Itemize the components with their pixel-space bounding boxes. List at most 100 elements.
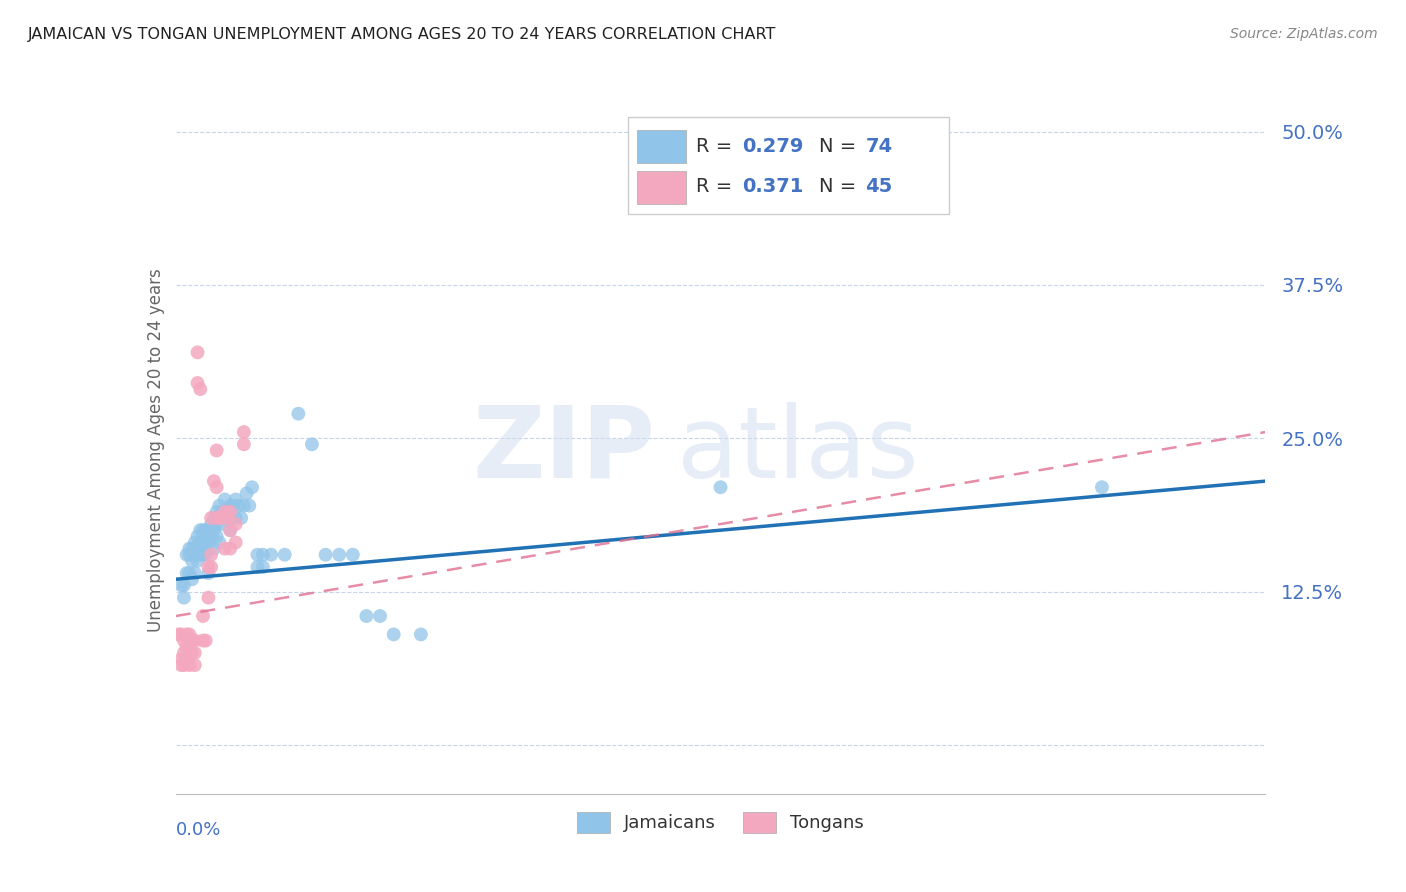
Point — [219, 541, 242, 556]
Point — [200, 511, 222, 525]
Point — [232, 425, 254, 439]
Point — [176, 627, 198, 641]
Point — [181, 554, 204, 568]
Text: N =: N = — [818, 178, 862, 196]
Point — [219, 523, 242, 537]
Point — [252, 548, 274, 562]
Point — [184, 646, 207, 660]
Point — [184, 535, 207, 549]
Point — [235, 486, 257, 500]
Point — [202, 511, 225, 525]
Point — [219, 511, 242, 525]
Point — [179, 548, 201, 562]
Point — [208, 535, 231, 549]
Point — [173, 578, 195, 592]
Point — [186, 376, 209, 390]
Point — [191, 535, 214, 549]
Point — [246, 560, 269, 574]
Point — [205, 443, 228, 458]
Point — [217, 511, 239, 525]
Point — [382, 627, 405, 641]
Point — [219, 505, 242, 519]
Point — [184, 658, 207, 673]
Point — [170, 627, 193, 641]
Point — [409, 627, 432, 641]
Point — [238, 499, 260, 513]
Point — [211, 511, 233, 525]
Point — [194, 523, 217, 537]
Point — [176, 548, 198, 562]
Point — [173, 591, 195, 605]
Point — [225, 517, 247, 532]
Point — [356, 609, 378, 624]
Point — [173, 646, 195, 660]
Point — [214, 505, 236, 519]
Point — [176, 566, 198, 581]
Point — [179, 566, 201, 581]
Point — [181, 541, 204, 556]
Text: 0.371: 0.371 — [742, 178, 804, 196]
Point — [181, 646, 204, 660]
Point — [184, 633, 207, 648]
Point — [205, 529, 228, 543]
Point — [188, 548, 211, 562]
Point — [179, 541, 201, 556]
Point — [228, 499, 250, 513]
Point — [217, 505, 239, 519]
Point — [197, 591, 219, 605]
Point — [274, 548, 297, 562]
Point — [197, 566, 219, 581]
Point — [225, 535, 247, 549]
Point — [173, 658, 195, 673]
Point — [710, 480, 733, 494]
Point — [170, 658, 193, 673]
Point — [179, 658, 201, 673]
Text: 0.0%: 0.0% — [176, 822, 221, 839]
Point — [211, 505, 233, 519]
Point — [186, 554, 209, 568]
Point — [176, 652, 198, 666]
Point — [197, 560, 219, 574]
Point — [191, 633, 214, 648]
Point — [202, 474, 225, 488]
Point — [214, 511, 236, 525]
Point — [170, 652, 193, 666]
Point — [225, 511, 247, 525]
Text: 74: 74 — [866, 136, 893, 156]
Point — [260, 548, 283, 562]
Text: R =: R = — [696, 178, 738, 196]
Point — [170, 578, 193, 592]
Point — [181, 572, 204, 586]
Point — [205, 511, 228, 525]
Point — [208, 511, 231, 525]
Text: 45: 45 — [866, 178, 893, 196]
Point — [214, 492, 236, 507]
Point — [197, 523, 219, 537]
FancyBboxPatch shape — [637, 130, 686, 163]
Point — [194, 548, 217, 562]
Point — [328, 548, 350, 562]
Point — [179, 627, 201, 641]
Text: ZIP: ZIP — [472, 402, 655, 499]
Point — [173, 633, 195, 648]
Text: N =: N = — [818, 136, 862, 156]
Point — [205, 517, 228, 532]
Point — [219, 523, 242, 537]
Point — [179, 640, 201, 654]
Point — [240, 480, 263, 494]
Point — [186, 541, 209, 556]
Point — [1091, 480, 1114, 494]
Point — [208, 511, 231, 525]
Point — [167, 627, 190, 641]
Point — [191, 523, 214, 537]
Point — [186, 345, 209, 359]
Point — [222, 499, 245, 513]
FancyBboxPatch shape — [637, 170, 686, 203]
Legend: Jamaicans, Tongans: Jamaicans, Tongans — [569, 805, 872, 839]
Point — [231, 511, 253, 525]
Point — [232, 437, 254, 451]
Point — [202, 523, 225, 537]
Text: R =: R = — [696, 136, 738, 156]
Point — [342, 548, 364, 562]
Point — [252, 560, 274, 574]
